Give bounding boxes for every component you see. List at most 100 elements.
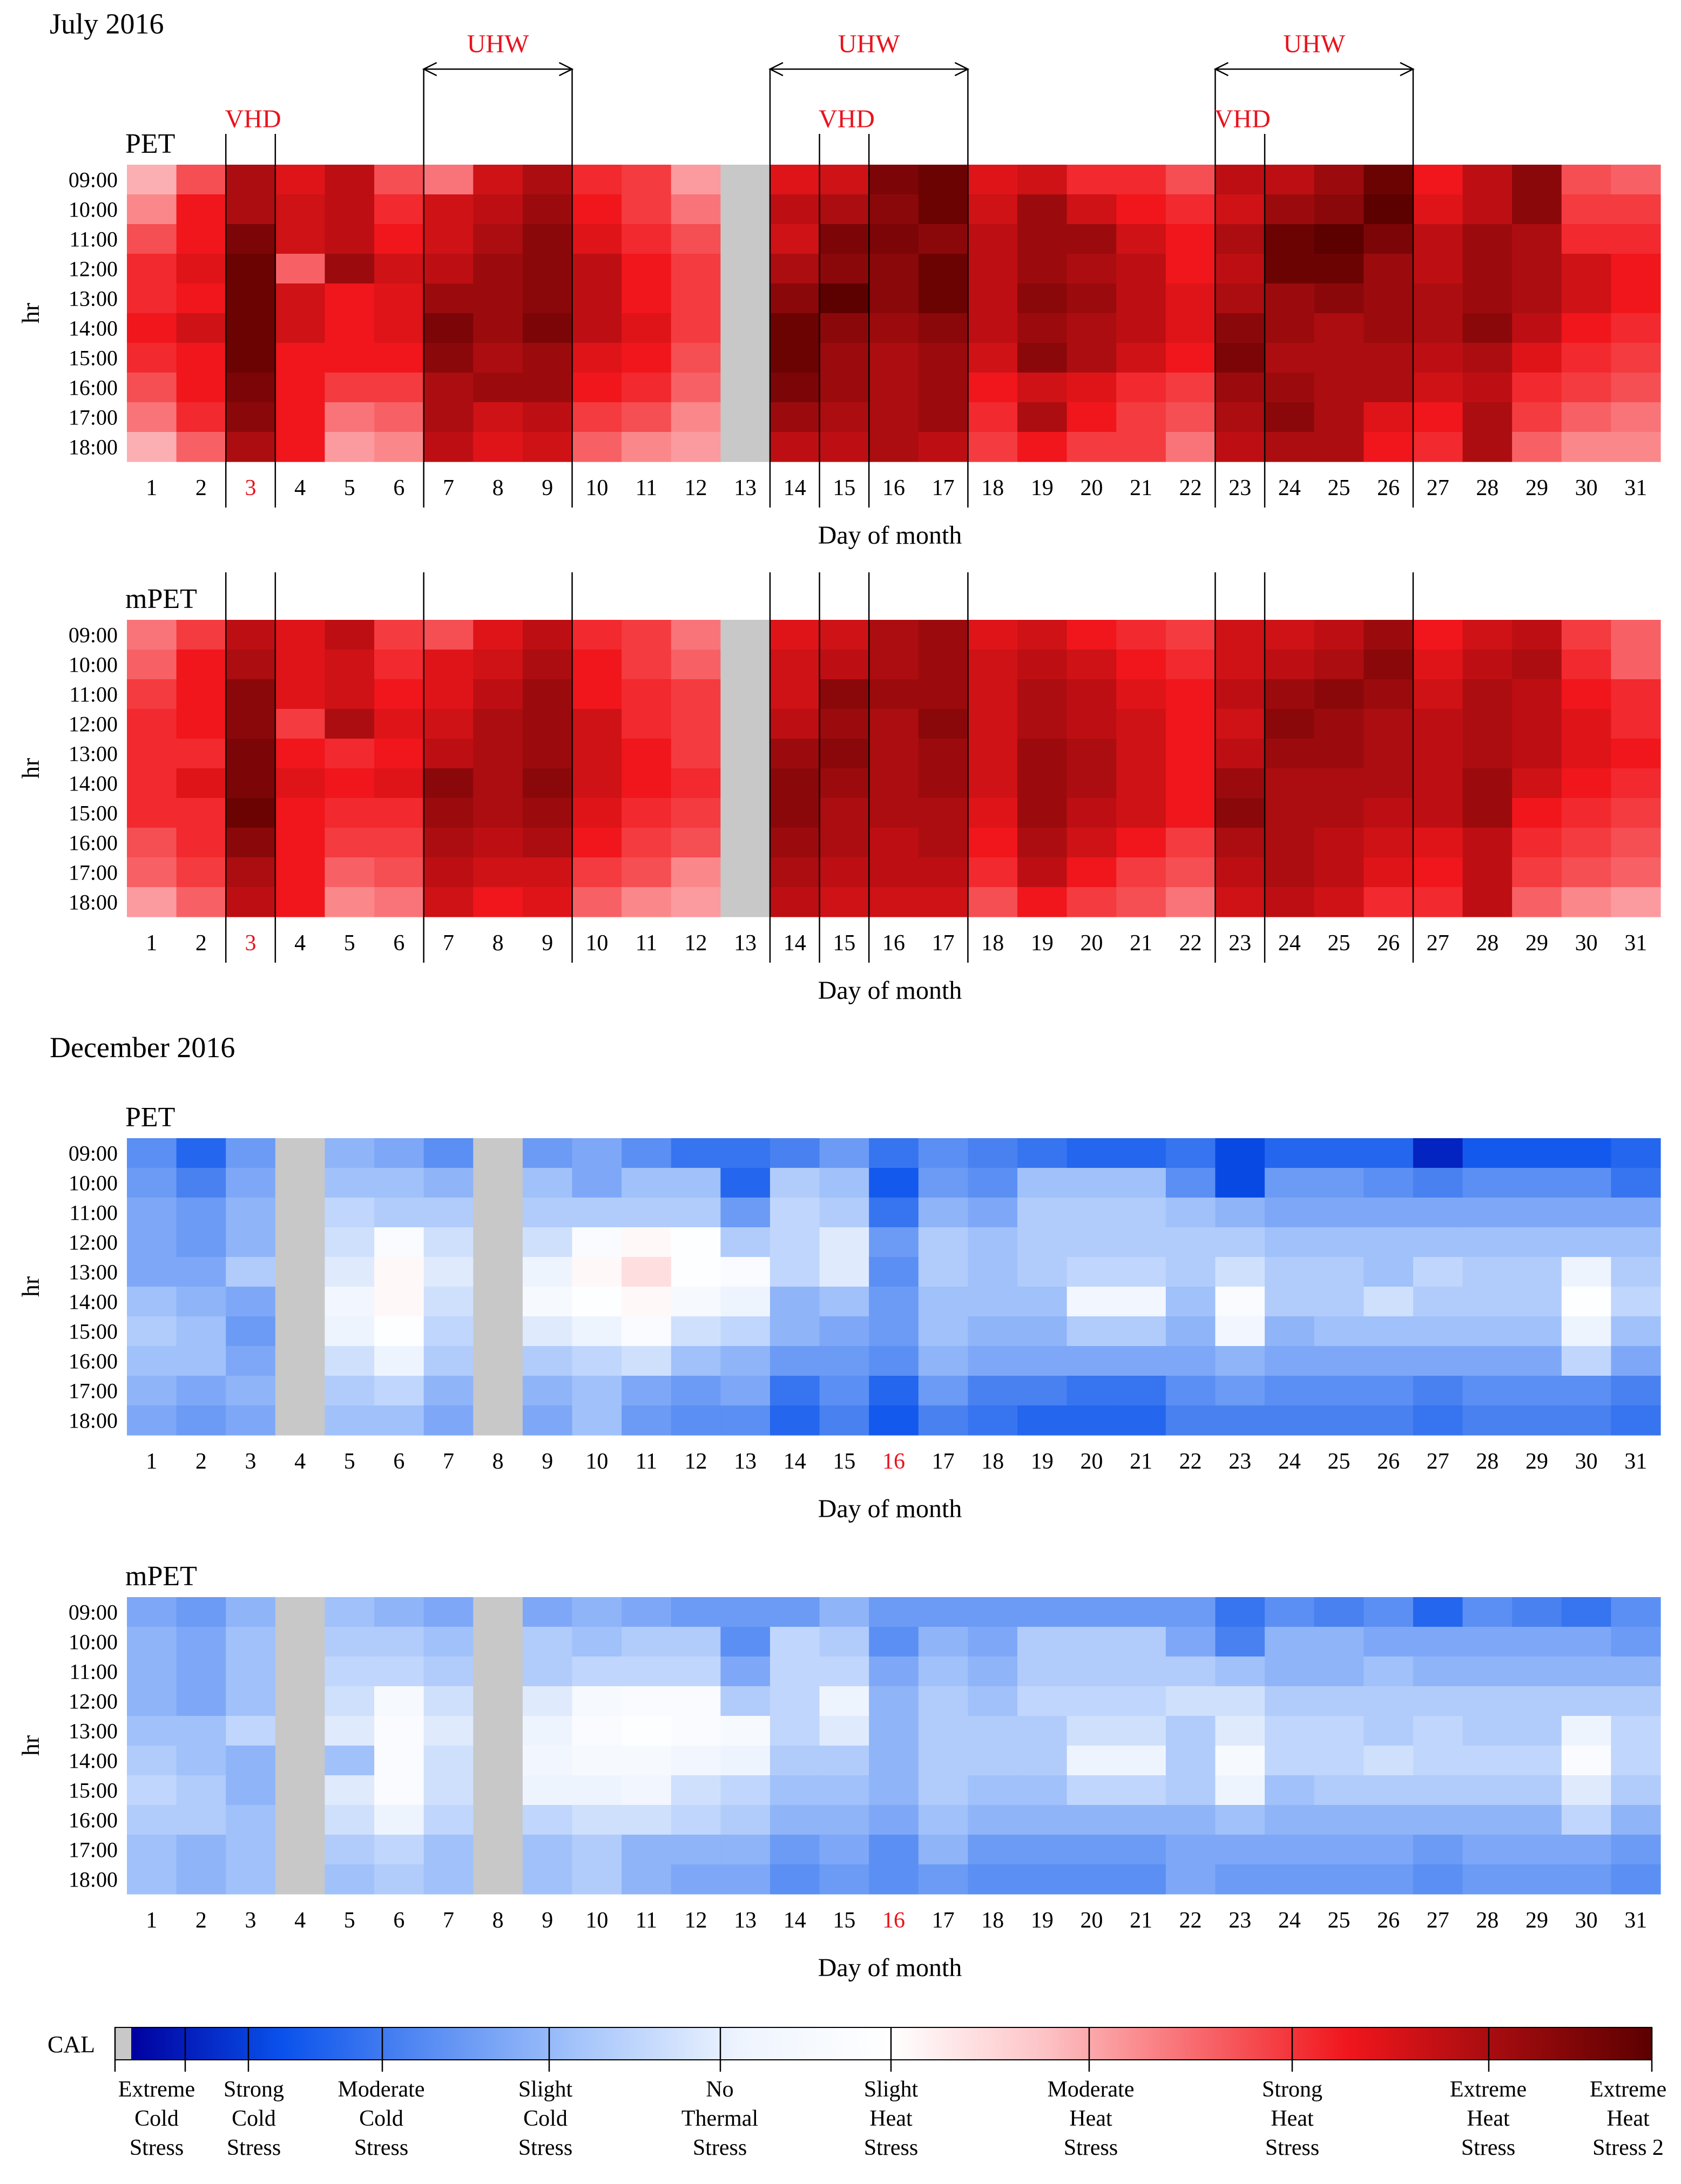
legend-category-line: Slight — [518, 2077, 573, 2102]
x-tick-label: 2 — [195, 1908, 207, 1933]
heatmap-cell — [1512, 620, 1562, 650]
y-axis-label: hr — [17, 303, 44, 323]
heatmap-cell — [769, 1287, 820, 1317]
heatmap-cell — [918, 1746, 969, 1776]
heatmap-cell — [720, 1746, 771, 1776]
heatmap-cell — [1017, 650, 1068, 680]
heatmap-cell — [1314, 1805, 1364, 1835]
heatmap-cell — [374, 1227, 424, 1257]
heatmap-cell — [1413, 798, 1463, 828]
x-tick-label: 4 — [294, 476, 306, 501]
heatmap-cell — [1512, 1227, 1562, 1257]
heatmap-cell — [1462, 798, 1513, 828]
y-tick-label: 13:00 — [69, 1719, 118, 1743]
heatmap-cell — [918, 1656, 969, 1687]
heatmap-cell — [968, 165, 1018, 195]
heatmap-cell — [127, 1257, 177, 1287]
heatmap-cell — [1611, 857, 1661, 888]
y-tick-label: 17:00 — [69, 1379, 118, 1403]
heatmap-cell — [275, 1805, 326, 1835]
heatmap-cell — [671, 1257, 721, 1287]
heatmap-cell — [1116, 1686, 1166, 1716]
heatmap-cell — [671, 254, 721, 284]
heatmap-cell — [423, 679, 474, 709]
heatmap-cell — [1611, 283, 1661, 314]
heatmap-cell — [127, 1746, 177, 1776]
heatmap-cell — [869, 343, 919, 373]
uhw-label: UHW — [838, 30, 900, 58]
heatmap-cell — [325, 828, 375, 858]
heatmap-cell — [226, 1775, 276, 1806]
heatmap-cell — [918, 857, 969, 888]
heatmap-cell — [522, 887, 573, 917]
x-tick-label: 16 — [882, 931, 905, 956]
heatmap-cell — [1363, 1627, 1414, 1657]
heatmap-cell — [1462, 373, 1513, 403]
legend-category-line: Thermal — [681, 2106, 758, 2131]
heatmap-cell — [473, 1835, 523, 1865]
y-tick-label: 18:00 — [69, 1409, 118, 1433]
heatmap-cell — [1413, 1376, 1463, 1406]
x-tick-label: 20 — [1080, 1908, 1103, 1933]
heatmap-cell — [275, 679, 326, 709]
heatmap-cell — [1017, 768, 1068, 799]
heatmap-cell — [1413, 768, 1463, 799]
heatmap-cell — [572, 1168, 622, 1198]
heatmap-cell — [572, 887, 622, 917]
heatmap-cell — [622, 254, 672, 284]
heatmap-cell — [423, 1805, 474, 1835]
heatmap-cell — [769, 1227, 820, 1257]
heatmap-cell — [720, 1805, 771, 1835]
heatmap-cell — [423, 828, 474, 858]
x-tick-label: 14 — [784, 476, 806, 501]
heatmap-cell — [522, 709, 573, 739]
heatmap-cell — [572, 1805, 622, 1835]
heatmap-cell — [1611, 1775, 1661, 1806]
heatmap-cell — [1165, 402, 1216, 432]
heatmap-cell — [1265, 1835, 1315, 1865]
heatmap-cell — [1561, 1198, 1611, 1228]
heatmap-cell — [473, 313, 523, 343]
x-tick-label: 25 — [1328, 1449, 1351, 1474]
heatmap-cell — [1215, 165, 1265, 195]
heatmap-cell — [522, 1597, 573, 1627]
heatmap-cell — [1561, 709, 1611, 739]
heatmap-cell — [473, 224, 523, 254]
heatmap-cell — [968, 1316, 1018, 1347]
heatmap-cell — [1363, 1686, 1414, 1716]
heatmap-cell — [226, 402, 276, 432]
heatmap-cell — [769, 650, 820, 680]
heatmap-cell — [374, 402, 424, 432]
legend-category-line: Heat — [1467, 2106, 1510, 2131]
heatmap-cell — [275, 1138, 326, 1168]
heatmap-cell — [1363, 313, 1414, 343]
heatmap-cell — [671, 650, 721, 680]
heatmap-cell — [968, 1686, 1018, 1716]
heatmap-cell — [1165, 679, 1216, 709]
heatmap-cell — [1314, 254, 1364, 284]
heatmap-cell — [720, 1864, 771, 1895]
heatmap-cell — [1265, 432, 1315, 462]
heatmap-cell — [1215, 857, 1265, 888]
heatmap-cell — [1462, 1227, 1513, 1257]
heatmap-cell — [1512, 1257, 1562, 1287]
heatmap-cell — [1363, 224, 1414, 254]
heatmap-cell — [1017, 283, 1068, 314]
legend-category-line: Extreme — [118, 2077, 195, 2102]
heatmap-cell — [622, 1686, 672, 1716]
heatmap-cell — [473, 1346, 523, 1376]
heatmap-cell — [918, 650, 969, 680]
heatmap-cell — [918, 1835, 969, 1865]
heatmap-cell — [1215, 1376, 1265, 1406]
heatmap-cell — [1413, 739, 1463, 769]
x-tick-label: 29 — [1525, 476, 1548, 501]
x-tick-label: 12 — [685, 931, 707, 956]
heatmap-cell — [1611, 1805, 1661, 1835]
heatmap-cell — [572, 798, 622, 828]
heatmap-cell — [1314, 887, 1364, 917]
heatmap-cell — [127, 1376, 177, 1406]
heatmap-cell — [1413, 620, 1463, 650]
heatmap-cell — [1265, 1656, 1315, 1687]
heatmap-cell — [1265, 1864, 1315, 1895]
heatmap-cell — [1265, 1198, 1315, 1228]
